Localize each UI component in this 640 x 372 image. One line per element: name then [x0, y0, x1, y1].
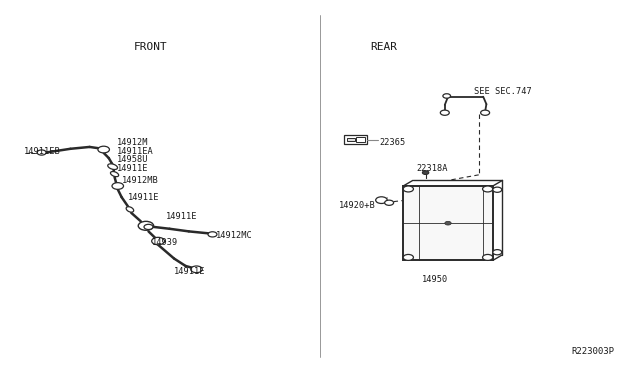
- Circle shape: [191, 266, 202, 273]
- Circle shape: [152, 237, 164, 245]
- Circle shape: [440, 110, 449, 115]
- Bar: [356, 137, 365, 142]
- Circle shape: [98, 146, 109, 153]
- Circle shape: [443, 94, 451, 98]
- Circle shape: [483, 254, 493, 260]
- Text: 14911EB: 14911EB: [24, 147, 61, 156]
- Bar: [344, 135, 367, 144]
- Text: 22365: 22365: [380, 138, 406, 147]
- Text: 14911E: 14911E: [117, 164, 148, 173]
- Ellipse shape: [111, 171, 118, 177]
- Text: 14911E: 14911E: [166, 212, 198, 221]
- Text: 14911E: 14911E: [174, 267, 205, 276]
- Circle shape: [493, 187, 502, 192]
- Text: 14912MB: 14912MB: [122, 176, 158, 185]
- Circle shape: [445, 221, 451, 225]
- Circle shape: [385, 200, 394, 205]
- Ellipse shape: [108, 164, 118, 170]
- Circle shape: [403, 254, 413, 260]
- Text: 14912M: 14912M: [117, 138, 148, 147]
- Circle shape: [112, 183, 124, 189]
- Text: 22318A: 22318A: [416, 164, 447, 173]
- Text: 14911E: 14911E: [128, 193, 159, 202]
- Circle shape: [138, 221, 154, 230]
- Text: REAR: REAR: [371, 42, 397, 51]
- Circle shape: [37, 150, 46, 155]
- Text: R223003P: R223003P: [572, 347, 614, 356]
- Text: 14911EA: 14911EA: [117, 147, 154, 155]
- Circle shape: [376, 197, 387, 203]
- Circle shape: [481, 110, 490, 115]
- Text: 14958U: 14958U: [117, 155, 148, 164]
- Circle shape: [144, 224, 153, 230]
- Circle shape: [403, 186, 413, 192]
- Bar: [403, 186, 493, 260]
- Text: FRONT: FRONT: [134, 42, 167, 51]
- Text: 14950: 14950: [422, 275, 449, 284]
- Circle shape: [208, 232, 217, 237]
- Text: SEE SEC.747: SEE SEC.747: [474, 87, 531, 96]
- Ellipse shape: [126, 207, 134, 212]
- Text: 14939: 14939: [152, 238, 179, 247]
- Bar: [347, 138, 355, 141]
- Circle shape: [493, 250, 502, 255]
- Text: 14912MC: 14912MC: [216, 231, 253, 240]
- Circle shape: [483, 186, 493, 192]
- Circle shape: [422, 171, 429, 174]
- Text: 14920+B: 14920+B: [339, 201, 376, 210]
